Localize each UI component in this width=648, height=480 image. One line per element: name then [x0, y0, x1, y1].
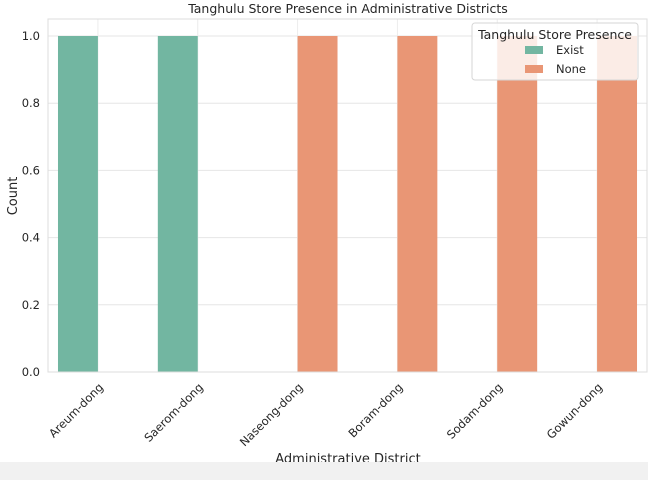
bar-chart: 0.0 0.2 0.4 0.6 0.8 1.0 Areum-dong Saerom-dong N… [6, 1, 648, 462]
legend-swatch-none [525, 65, 543, 73]
x-tick-label: Naseong-dong [237, 380, 306, 449]
x-tick-label: Gowun-dong [544, 380, 606, 442]
x-axis-label: Administrative District [275, 452, 420, 462]
x-tick-label: Saerom-dong [141, 380, 206, 445]
bar-none-gowun-dong [597, 36, 638, 372]
bars [57, 36, 638, 372]
chart-figure: 0.0 0.2 0.4 0.6 0.8 1.0 Areum-dong Saerom-dong N… [0, 0, 648, 462]
legend-title: Tanghulu Store Presence [477, 27, 632, 42]
legend-swatch-exist [525, 46, 543, 54]
legend-label-exist: Exist [556, 43, 584, 57]
bar-exist-areum-dong [57, 36, 98, 372]
bar-none-sodam-dong [497, 36, 538, 372]
y-tick-label: 1.0 [22, 29, 40, 43]
y-axis-label: Count [6, 177, 21, 216]
bar-none-boram-dong [397, 36, 438, 372]
bar-exist-saerom-dong [157, 36, 198, 372]
y-tick-label: 0.6 [22, 163, 40, 177]
bottom-strip [0, 462, 648, 480]
plot-frame [47, 18, 648, 373]
x-tick-label: Boram-dong [345, 380, 405, 440]
legend: Tanghulu Store Presence Exist None [471, 22, 639, 81]
x-tick-label: Sodam-dong [444, 380, 505, 441]
legend-label-none: None [556, 62, 586, 76]
y-tick-label: 0.4 [22, 231, 40, 245]
chart-title: Tanghulu Store Presence in Administrativ… [187, 1, 508, 16]
y-tick-label: 0.2 [22, 298, 40, 312]
legend-box [471, 22, 639, 81]
y-tick-label: 0.0 [22, 365, 40, 379]
bar-none-naseong-dong [297, 36, 338, 372]
x-tick-label: Areum-dong [46, 380, 106, 440]
y-tick-label: 0.8 [22, 96, 40, 110]
